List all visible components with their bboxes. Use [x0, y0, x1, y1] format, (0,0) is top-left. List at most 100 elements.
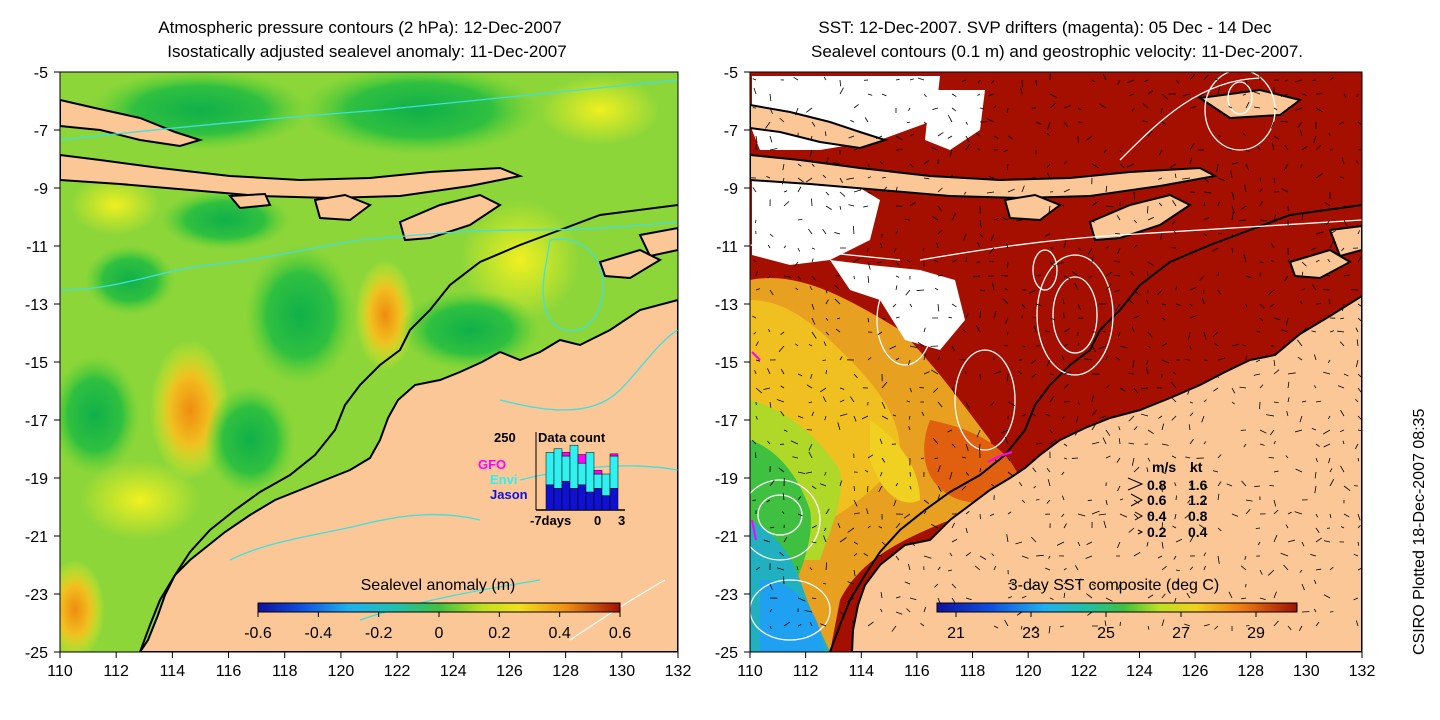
velocity-arrow	[1295, 429, 1303, 433]
velocity-arrow	[825, 562, 828, 571]
velocity-arrow	[931, 147, 939, 151]
velocity-arrow	[1329, 240, 1334, 249]
left-x-tick-label: 124	[440, 663, 467, 680]
velocity-arrow	[1128, 415, 1135, 422]
velocity-arrow	[1203, 441, 1207, 445]
left-y-axis-ticks: -5 -7 -9 -11 -13 -15 -17 -19 -21 -23 -25	[25, 65, 60, 662]
velocity-arrow	[1189, 73, 1196, 81]
right-x-tick-label: 130	[1293, 663, 1320, 680]
velocity-arrow	[1132, 359, 1135, 368]
left-title-line1: Atmospheric pressure contours (2 hPa): 1…	[158, 18, 561, 37]
velocity-arrow	[1187, 387, 1191, 395]
velocity-arrow	[978, 443, 981, 452]
velocity-arrow	[895, 148, 903, 151]
left-y-tick-label: -23	[25, 587, 48, 604]
velocity-arrow	[1099, 415, 1107, 419]
velocity-arrow	[767, 368, 771, 375]
velocity-arrow	[1105, 284, 1112, 291]
velocity-arrow	[823, 341, 827, 347]
velocity-arrow	[797, 186, 802, 193]
left-shelf-contour	[139, 204, 678, 652]
velocity-arrow	[1188, 424, 1191, 431]
left-x-tick-label: 114	[160, 663, 186, 680]
velocity-arrow	[1214, 625, 1219, 630]
velocity-arrow	[1004, 344, 1009, 347]
velocity-arrow	[1021, 555, 1029, 559]
velocity-arrow	[909, 541, 916, 547]
velocity-arrow	[1171, 397, 1177, 403]
velocity-arrow	[879, 438, 883, 445]
velocity-arrow	[1201, 415, 1205, 423]
velocity-arrow	[961, 485, 967, 491]
velocity-arrow	[1357, 429, 1362, 432]
velocity-arrow	[951, 597, 956, 603]
velocity-arrow	[755, 359, 761, 362]
velocity-arrow	[811, 247, 816, 250]
inset-bar-envi	[553, 448, 563, 489]
velocity-arrow	[964, 370, 967, 375]
velocity-arrow	[965, 144, 970, 151]
velocity-arrow	[1119, 498, 1124, 501]
velocity-arrow	[839, 356, 843, 361]
velocity-arrow	[755, 452, 757, 459]
velocity-arrow	[895, 611, 903, 615]
velocity-arrow	[1199, 275, 1205, 281]
velocity-arrow	[937, 356, 941, 361]
velocity-arrow	[1105, 205, 1114, 208]
inset-bar-gfo	[609, 453, 619, 457]
velocity-arrow	[1323, 371, 1331, 375]
right-sst-field	[750, 278, 1022, 652]
velocity-arrow	[1035, 121, 1042, 125]
left-x-tick-label: 128	[552, 663, 579, 680]
velocity-arrow	[1076, 415, 1079, 423]
velocity-arrow	[909, 471, 912, 477]
right-x-tick-label: 128	[1237, 663, 1264, 680]
velocity-arrow	[1315, 231, 1324, 235]
velocity-arrow	[1231, 233, 1234, 238]
velocity-arrow	[809, 286, 813, 291]
velocity-arrow	[769, 583, 773, 590]
velocity-arrow	[1182, 93, 1191, 97]
velocity-arrow	[1115, 233, 1121, 235]
velocity-arrow	[1294, 511, 1303, 515]
velocity-arrow	[1315, 145, 1321, 151]
velocity-arrow	[1114, 274, 1121, 277]
velocity-arrow	[1259, 177, 1261, 182]
velocity-arrow	[965, 511, 970, 515]
velocity-arrow	[951, 107, 957, 112]
velocity-arrow	[1310, 247, 1317, 251]
inset-x-end: 3	[618, 513, 625, 528]
velocity-legend-kt: 0.4	[1188, 524, 1208, 540]
right-y-tick-label: -15	[715, 355, 738, 372]
velocity-arrow	[1174, 173, 1177, 179]
velocity-arrow	[1245, 79, 1248, 85]
velocity-arrow	[965, 135, 970, 143]
velocity-arrow	[839, 413, 848, 417]
velocity-arrow	[1313, 354, 1317, 361]
velocity-arrow	[1315, 527, 1320, 533]
velocity-arrow	[1119, 345, 1128, 349]
velocity-arrow	[1327, 258, 1331, 263]
velocity-arrow	[951, 345, 955, 352]
right-y-tick-label: -11	[716, 239, 738, 256]
velocity-arrow	[1199, 93, 1205, 98]
velocity-arrow	[1227, 148, 1233, 151]
right-title-line1: SST: 12-Dec-2007. SVP drifters (magenta)…	[818, 18, 1272, 37]
velocity-arrow	[932, 438, 939, 445]
velocity-arrow	[1062, 495, 1065, 501]
velocity-arrow	[867, 454, 874, 459]
inset-bar-jason	[585, 491, 595, 511]
left-y-tick-label: -13	[25, 297, 48, 314]
velocity-arrow	[937, 566, 941, 571]
velocity-arrow	[951, 303, 957, 308]
velocity-arrow	[783, 245, 787, 249]
velocity-arrow	[1103, 74, 1107, 81]
velocity-arrow	[1203, 499, 1206, 504]
velocity-arrow	[916, 289, 925, 291]
velocity-arrow	[853, 485, 856, 491]
velocity-arrow	[1133, 315, 1139, 319]
left-colorbar-tick-label: 0.4	[549, 625, 571, 642]
velocity-arrow	[1341, 157, 1345, 165]
velocity-arrow	[1102, 437, 1107, 445]
velocity-arrow	[1283, 163, 1289, 171]
